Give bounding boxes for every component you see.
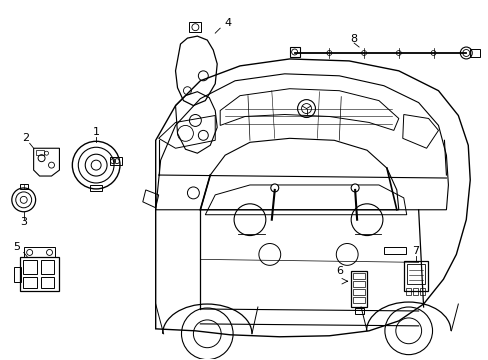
- Bar: [412, 288, 417, 295]
- Bar: [352, 281, 365, 287]
- Bar: [41, 277, 54, 288]
- Bar: [90, 185, 102, 191]
- Bar: [352, 273, 365, 279]
- Bar: [403, 261, 427, 291]
- Text: 5: 5: [13, 243, 20, 252]
- Bar: [22, 277, 37, 288]
- Text: 3: 3: [20, 217, 27, 227]
- Bar: [469, 49, 479, 57]
- Bar: [352, 289, 365, 295]
- Bar: [354, 308, 364, 314]
- Circle shape: [350, 184, 358, 192]
- Bar: [350, 271, 366, 307]
- Text: 8: 8: [350, 34, 357, 44]
- Bar: [405, 288, 410, 295]
- Bar: [419, 288, 424, 295]
- Bar: [36, 150, 43, 155]
- Text: 4: 4: [224, 18, 231, 28]
- Bar: [189, 22, 201, 32]
- Bar: [20, 184, 28, 189]
- Bar: [110, 157, 122, 165]
- Text: 2: 2: [22, 133, 29, 143]
- Bar: [41, 260, 54, 274]
- Bar: [383, 247, 405, 255]
- Circle shape: [270, 184, 278, 192]
- Bar: [14, 267, 20, 282]
- Bar: [20, 257, 60, 291]
- Bar: [289, 47, 299, 57]
- Bar: [406, 264, 424, 284]
- Text: 1: 1: [92, 127, 100, 138]
- Bar: [352, 297, 365, 303]
- Text: 6: 6: [335, 266, 342, 276]
- Bar: [22, 260, 37, 274]
- Text: 7: 7: [411, 247, 418, 256]
